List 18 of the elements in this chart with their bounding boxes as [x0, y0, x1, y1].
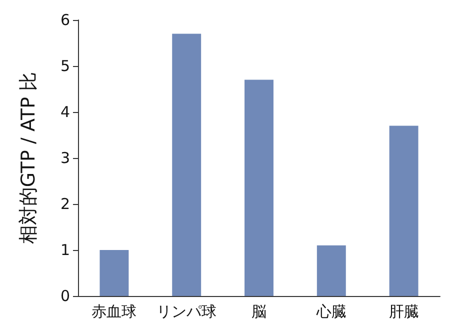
y-tick-label: 3: [60, 149, 70, 167]
x-tick-label: 肝臓: [388, 302, 419, 320]
x-tick-label: 赤血球: [92, 302, 137, 320]
x-tick-label: リンパ球: [156, 302, 217, 320]
bar: [316, 245, 346, 296]
y-tick-label: 6: [60, 11, 70, 29]
y-tick-label: 0: [60, 287, 70, 305]
y-axis-title: 相対的GTP / ATP 比: [18, 72, 40, 244]
x-tick-label: 心臓: [315, 302, 346, 320]
y-tick-label: 5: [60, 57, 70, 75]
y-tick-label: 4: [60, 103, 70, 121]
bar: [172, 34, 202, 296]
bar: [244, 80, 274, 296]
bar: [389, 126, 418, 296]
y-tick-label: 1: [60, 241, 70, 259]
bar: [100, 250, 129, 296]
x-tick-label: 脳: [252, 302, 266, 320]
y-tick-label: 2: [60, 195, 70, 213]
